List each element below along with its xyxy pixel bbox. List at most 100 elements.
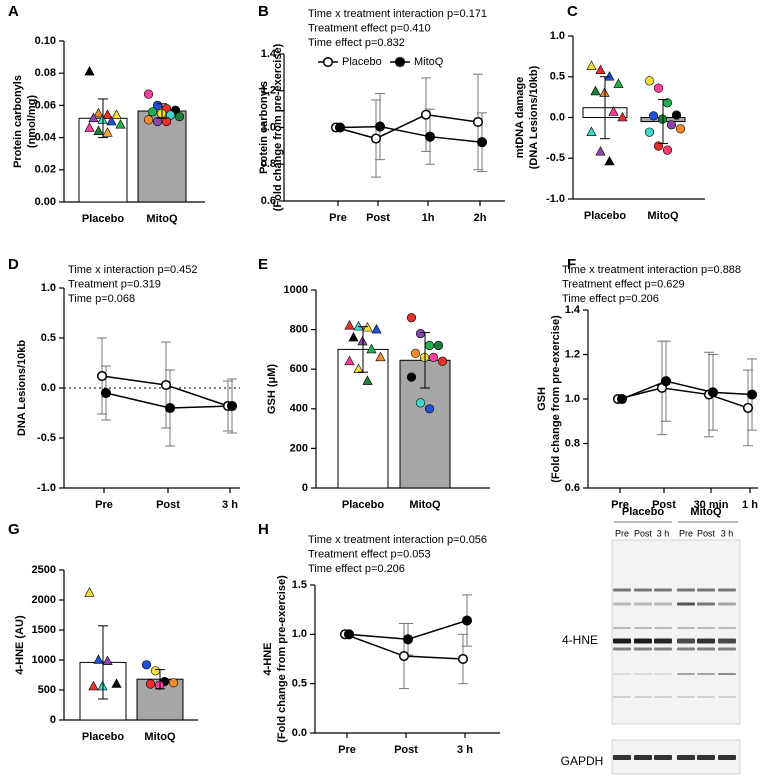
data-point xyxy=(746,389,758,400)
data-point xyxy=(174,112,185,122)
y-tick-label: 1000 xyxy=(32,654,56,666)
data-point xyxy=(143,89,154,99)
annotation: Time x treatment interaction p=0.888 xyxy=(562,264,741,276)
data-point xyxy=(410,348,421,358)
blot-band xyxy=(654,588,672,592)
x-tick-label: 2h xyxy=(474,212,487,224)
data-point xyxy=(433,340,444,351)
x-tick-label: MitoQ xyxy=(146,213,178,225)
y-axis-label: Protein carbonyls xyxy=(258,81,270,174)
x-tick-label: 1 h xyxy=(742,499,758,511)
data-point xyxy=(160,379,172,391)
blot-band xyxy=(677,647,695,651)
y-tick-label: -0.5 xyxy=(546,152,565,164)
data-point xyxy=(366,343,377,354)
data-point xyxy=(595,146,606,156)
y-tick-label: 0.5 xyxy=(550,71,565,83)
x-tick-label: 3 h xyxy=(457,744,473,756)
data-point xyxy=(344,320,355,330)
y-tick-label: 0.0 xyxy=(41,382,56,394)
blot-band xyxy=(634,627,652,629)
data-point xyxy=(371,323,382,334)
y-axis-label: DNA Lesions/10kb xyxy=(16,340,28,436)
data-point xyxy=(406,372,417,382)
blot-lane-label: Pre xyxy=(615,528,629,538)
data-point xyxy=(608,106,619,116)
x-tick-label: Post xyxy=(652,499,676,511)
y-tick-label: 0.06 xyxy=(35,99,56,111)
blot-band xyxy=(697,627,715,629)
y-tick-label: 500 xyxy=(38,684,56,696)
data-point xyxy=(102,127,113,137)
blot-band xyxy=(677,638,695,644)
blot-band xyxy=(634,602,652,606)
panel-letter: D xyxy=(8,256,19,273)
y-axis-label: 4-HNE (AU) xyxy=(14,615,26,675)
y-tick-label: 0 xyxy=(50,714,56,726)
y-tick-label: 1000 xyxy=(284,284,308,296)
x-tick-label: Placebo xyxy=(342,499,384,511)
data-point xyxy=(168,678,179,688)
panel-letter: C xyxy=(567,3,578,20)
data-point xyxy=(226,400,238,412)
y-tick-label: 1.0 xyxy=(565,393,580,405)
blot-band xyxy=(634,696,652,698)
panel-letter: E xyxy=(258,256,268,273)
y-axis-label: 4-HNE xyxy=(262,642,274,675)
blot-band xyxy=(613,647,631,651)
data-point xyxy=(666,120,677,130)
y-tick-label: 0 xyxy=(302,482,308,494)
blot-band xyxy=(613,638,631,644)
legend-marker xyxy=(322,56,334,68)
y-tick-label: 2000 xyxy=(32,594,56,606)
y-tick-label: 0.00 xyxy=(35,196,56,208)
data-point xyxy=(344,355,355,366)
blot-band xyxy=(677,696,695,698)
series-line xyxy=(339,125,483,143)
x-tick-label: Pre xyxy=(329,212,347,224)
data-point xyxy=(88,680,99,691)
data-point xyxy=(437,356,448,366)
blot-band xyxy=(697,602,715,606)
blot-band xyxy=(718,647,736,651)
data-point xyxy=(115,119,126,129)
blot-lane-label: Post xyxy=(634,528,653,538)
legend-marker xyxy=(394,56,406,68)
data-point xyxy=(457,653,469,665)
x-tick-label: Pre xyxy=(95,499,113,511)
y-tick-label: 0.6 xyxy=(261,195,276,207)
x-tick-label: MitoQ xyxy=(409,499,441,511)
data-point xyxy=(595,64,606,75)
series-line xyxy=(621,380,753,400)
blot-band xyxy=(634,647,652,651)
data-point xyxy=(374,121,386,132)
x-tick-label: Post xyxy=(366,212,390,224)
data-point xyxy=(420,109,432,120)
blot-group-label: MitoQ xyxy=(690,506,722,518)
y-tick-label: 1.0 xyxy=(292,628,307,640)
legend-label: MitoQ xyxy=(414,56,444,68)
y-tick-label: 2500 xyxy=(32,564,56,576)
blot-band xyxy=(613,673,631,675)
blot-band xyxy=(613,696,631,698)
blot-band xyxy=(718,588,736,592)
data-point xyxy=(375,351,386,362)
data-point xyxy=(648,111,659,121)
data-point xyxy=(428,352,439,362)
y-tick-label: 1.0 xyxy=(41,282,56,294)
y-tick-label: 0.5 xyxy=(41,332,56,344)
annotation: Time effect p=0.832 xyxy=(308,37,405,49)
data-point xyxy=(617,111,628,122)
data-point xyxy=(353,320,364,331)
x-tick-label: Pre xyxy=(611,499,629,511)
blot-band xyxy=(654,755,672,760)
data-point xyxy=(362,375,373,385)
x-tick-label: Placebo xyxy=(584,210,626,222)
bar xyxy=(137,110,187,203)
blot-band xyxy=(677,755,695,760)
y-tick-label: -0.5 xyxy=(37,432,56,444)
blot-band xyxy=(634,588,652,592)
data-point xyxy=(660,376,672,387)
y-tick-label: 0.02 xyxy=(35,164,56,176)
